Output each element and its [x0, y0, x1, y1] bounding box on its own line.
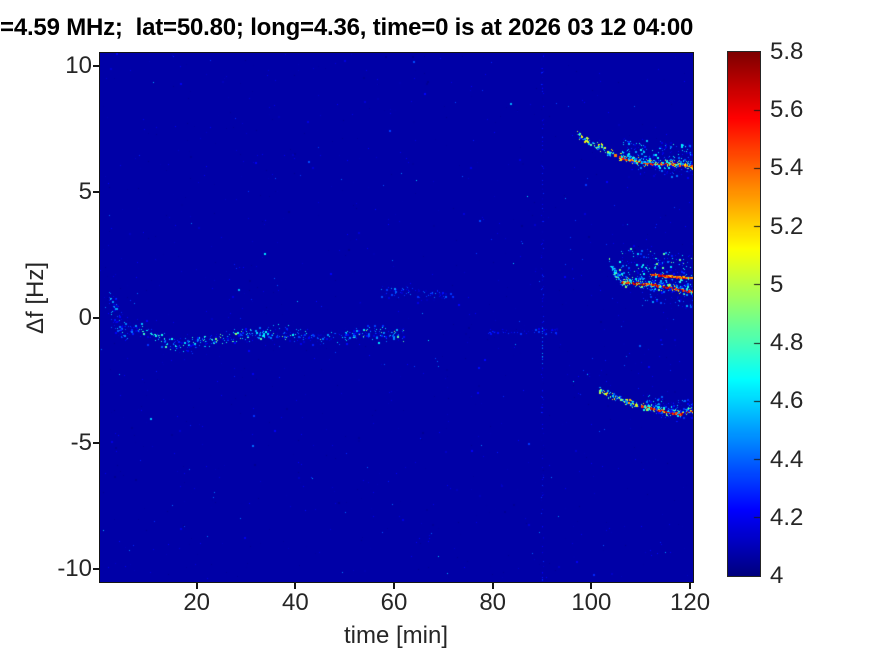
- y-tick-mark: [93, 64, 99, 67]
- y-tick-mark: [93, 568, 99, 571]
- x-tick-label: 20: [183, 589, 211, 616]
- heatmap-canvas: [99, 52, 694, 583]
- x-tick-label: 80: [479, 589, 507, 616]
- x-tick-label: 100: [571, 589, 612, 616]
- y-tick-mark: [93, 190, 99, 193]
- colorbar-tick-label: 5.2: [770, 212, 804, 240]
- y-tick-label: 5: [78, 177, 92, 205]
- colorbar-tick-label: 4.2: [770, 503, 804, 531]
- colorbar-tick-label: 5.4: [770, 154, 804, 182]
- colorbar-tick-label: 4.4: [770, 445, 804, 473]
- x-tick-label: 60: [380, 589, 408, 616]
- y-tick-label: 10: [65, 51, 92, 79]
- y-tick-label: -5: [70, 429, 92, 457]
- colorbar-tick-label: 4.6: [770, 387, 804, 415]
- colorbar-tick-label: 5.8: [770, 38, 804, 65]
- x-axis-label: time [min]: [343, 622, 448, 649]
- y-tick-mark: [93, 442, 99, 445]
- y-tick-label: 0: [78, 303, 92, 331]
- x-tick-mark: [689, 583, 692, 589]
- colorbar-canvas: [727, 51, 761, 577]
- colorbar-tick-label: 5.6: [770, 96, 804, 124]
- x-tick-label: 40: [282, 589, 309, 616]
- x-tick-mark: [590, 583, 593, 589]
- x-tick-label: 120: [670, 589, 711, 616]
- colorbar-tick-label: 4: [770, 562, 784, 589]
- figure-title: =4.59 MHz; lat=50.80; long=4.36, time=0 …: [0, 14, 694, 41]
- x-tick-mark: [294, 583, 297, 589]
- y-tick-label: -10: [57, 555, 92, 583]
- x-tick-mark: [393, 583, 396, 589]
- x-tick-mark: [195, 583, 198, 589]
- colorbar-tick-label: 4.8: [770, 329, 804, 357]
- x-tick-mark: [491, 583, 494, 589]
- colorbar-tick-label: 5: [770, 270, 784, 298]
- y-tick-mark: [93, 316, 99, 319]
